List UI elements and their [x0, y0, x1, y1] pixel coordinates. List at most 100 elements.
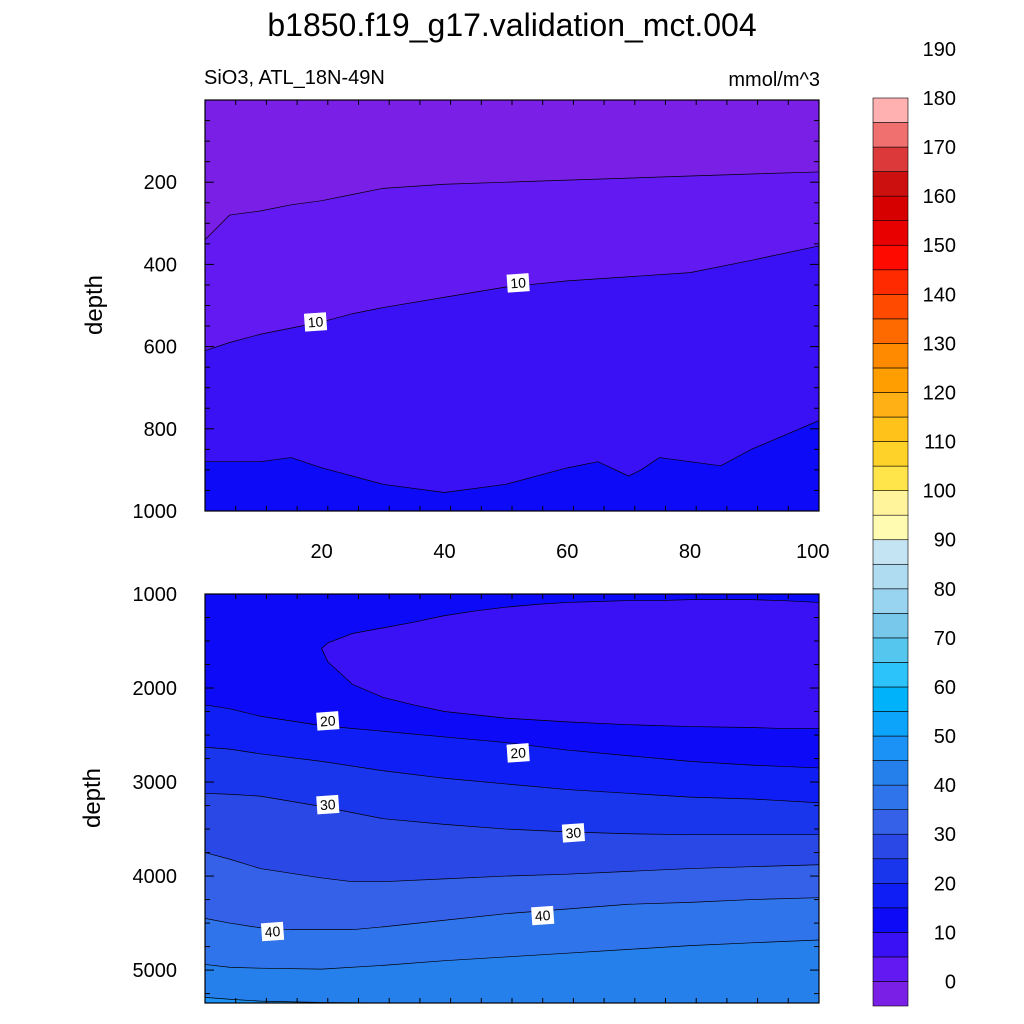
colorbar-swatch	[872, 441, 909, 467]
contour-region	[321, 599, 819, 729]
colorbar-swatch	[872, 195, 909, 222]
contour-label-box	[506, 273, 530, 293]
colorbar-swatch	[872, 294, 909, 320]
contour-line	[205, 171, 819, 240]
y-tick-label: 1000	[133, 584, 178, 606]
y-tick-label: 3000	[133, 772, 178, 794]
colorbar-label: 60	[934, 677, 956, 699]
colorbar-swatch	[872, 244, 909, 271]
colorbar-label: 140	[923, 284, 956, 306]
contour-line	[205, 746, 819, 804]
colorbar-label: 100	[923, 481, 956, 503]
colorbar-swatch	[872, 882, 909, 909]
colorbar-label: 150	[923, 235, 956, 257]
colorbar-swatch	[872, 833, 909, 860]
contour-label-box	[316, 794, 340, 815]
contour-label-text: 30	[565, 824, 582, 841]
colorbar-label: 30	[934, 824, 956, 846]
colorbar-swatch	[872, 220, 909, 246]
contour-label: 30	[561, 823, 586, 843]
colorbar-swatch	[872, 932, 909, 958]
bottom-panel-contour-lines	[205, 599, 819, 1003]
contour-label: 40	[260, 921, 285, 942]
colorbar-swatch	[872, 981, 909, 1007]
colorbar-swatch	[872, 662, 909, 688]
units-label: mmol/m^3	[728, 69, 820, 91]
colorbar-label: 130	[923, 333, 956, 355]
colorbar-swatch	[872, 122, 909, 148]
contour-line	[205, 792, 819, 836]
contour-label-box	[561, 823, 586, 843]
colorbar-label: 20	[934, 873, 956, 895]
contour-line	[205, 852, 819, 883]
contour-label-text: 30	[319, 796, 336, 813]
colorbar-label: 170	[923, 137, 956, 159]
contour-line	[205, 420, 819, 493]
colorbar-label: 10	[934, 922, 956, 944]
colorbar-label: 80	[934, 579, 956, 601]
colorbar-swatch	[872, 711, 909, 737]
top-panel-ylabel: depth	[81, 275, 108, 335]
y-tick-label: 4000	[133, 866, 178, 888]
colorbar-label: 70	[934, 628, 956, 650]
contour-region	[205, 940, 819, 1003]
y-tick-label: 200	[144, 172, 177, 194]
contour-label: 20	[316, 711, 340, 731]
colorbar-swatch	[872, 539, 909, 565]
contour-label-box	[260, 921, 285, 942]
bottom-panel-ylabel: depth	[79, 768, 106, 828]
colorbar-label: 50	[934, 726, 956, 748]
contour-label-box	[506, 743, 530, 763]
contour-line	[205, 245, 819, 352]
colorbar-label: 0	[945, 971, 956, 993]
colorbar: 0 10 20 30 40 50 60 70 80 90 100 110 120 130 140 150 160…	[872, 39, 956, 1007]
top-panel-contour-lines	[205, 171, 819, 493]
colorbar-label: 110	[924, 432, 956, 454]
colorbar-swatch	[872, 784, 909, 810]
contour-region	[205, 245, 819, 511]
contour-label-text: 40	[264, 923, 281, 940]
colorbar-swatch	[872, 146, 909, 172]
bottom-panel-contour-labels: 20 20 30 30 40 40	[260, 711, 586, 942]
colorbar-swatch	[872, 392, 909, 418]
contour-label: 40	[531, 905, 555, 926]
contour-line	[205, 939, 819, 970]
colorbar-swatch	[872, 613, 909, 639]
bottom-panel-fill	[205, 594, 819, 1003]
colorbar-swatch	[872, 858, 909, 884]
chart-title: b1850.f19_g17.validation_mct.004	[267, 7, 756, 43]
colorbar-label: 160	[923, 186, 956, 208]
top-panel-fill	[205, 100, 819, 511]
y-tick-label: 2000	[133, 678, 178, 700]
colorbar-label: 120	[923, 382, 956, 404]
contour-line	[205, 997, 819, 1003]
contour-label-text: 40	[534, 907, 551, 924]
colorbar-swatch	[872, 956, 909, 982]
x-tick-label: 20	[311, 541, 333, 563]
x-tick-label: 40	[433, 541, 455, 563]
top-panel-axes: 20 40 60 80 100 200 400 600 800 1000	[133, 99, 830, 563]
colorbar-swatch	[872, 318, 909, 344]
colorbar-swatch	[872, 490, 909, 516]
colorbar-swatch	[872, 97, 909, 123]
colorbar-label: 180	[923, 88, 956, 110]
y-tick-label: 600	[144, 337, 177, 359]
colorbar-swatch	[872, 760, 909, 786]
contour-label: 10	[506, 273, 530, 293]
colorbar-swatch	[872, 269, 909, 295]
contour-label-box	[316, 711, 340, 731]
colorbar-swatch	[872, 563, 909, 590]
colorbar-label: 190	[923, 39, 956, 61]
contour-label-box	[303, 312, 328, 332]
colorbar-label: 40	[934, 775, 956, 797]
top-panel: 20 40 60 80 100 200 400 600 800 1000 10 10 depth	[81, 99, 830, 563]
contour-label-box	[531, 905, 555, 926]
bottom-panel: 1000 2000 3000 4000 5000 20 20 30 30 40 40 depth	[79, 584, 820, 1004]
contour-region	[205, 420, 819, 511]
y-tick-label: 1000	[133, 501, 178, 523]
colorbar-swatch	[872, 907, 909, 933]
colorbar-swatch	[872, 367, 909, 393]
contour-line	[321, 599, 819, 729]
colorbar-swatch	[872, 735, 909, 761]
colorbar-swatch	[872, 416, 909, 442]
